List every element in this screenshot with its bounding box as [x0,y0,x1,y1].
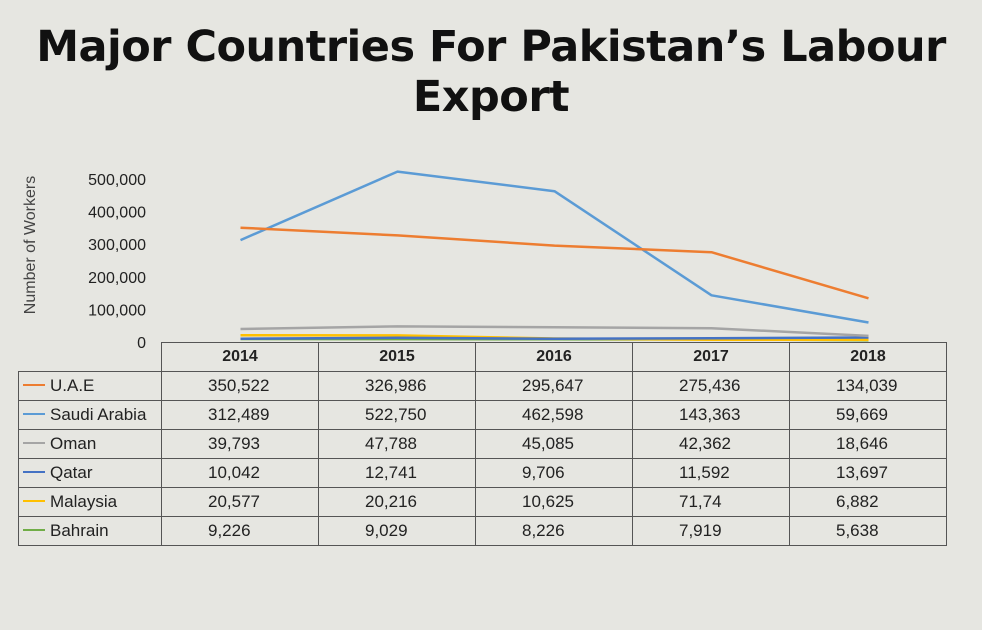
y-tick-label: 200,000 [88,270,146,287]
data-cell: 6,882 [789,487,947,517]
series-name: Bahrain [50,521,109,540]
data-cell: 71,74 [632,487,790,517]
data-cell: 9,226 [161,516,319,546]
table-row: Qatar 10,042 12,741 9,706 11,592 13,697 [18,458,947,488]
data-cell: 462,598 [475,400,633,430]
year-header: 2015 [318,342,476,372]
legend-entry: Oman [18,429,162,459]
data-cell: 13,697 [789,458,947,488]
data-cell: 522,750 [318,400,476,430]
year-header: 2014 [161,342,319,372]
y-tick-label: 500,000 [88,172,146,189]
series-name: Qatar [50,463,93,482]
year-header: 2016 [475,342,633,372]
series-name: Oman [50,434,97,453]
data-cell: 11,592 [632,458,790,488]
y-tick-label: 100,000 [88,302,146,319]
data-cell: 7,919 [632,516,790,546]
data-cell: 47,788 [318,429,476,459]
legend-key [23,500,45,503]
data-cell: 312,489 [161,400,319,430]
legend-entry: Saudi Arabia [18,400,162,430]
series-line-oman [240,325,869,338]
legend-entry: Bahrain [18,516,162,546]
series-name: Saudi Arabia [50,405,147,424]
data-cell: 59,669 [789,400,947,430]
legend-key [23,442,45,445]
year-header: 2018 [789,342,947,372]
legend-entry: Qatar [18,458,162,488]
series-name: U.A.E [50,376,95,395]
series-name: Malaysia [50,492,118,511]
series-line-u-a-e [240,226,869,300]
data-table: 2014 2015 2016 2017 2018 U.A.E 350,522 326,986… [18,342,947,546]
legend-key [23,471,45,474]
data-cell: 42,362 [632,429,790,459]
y-tick-label: 300,000 [88,237,146,254]
table-header-row: 2014 2015 2016 2017 2018 [18,342,947,372]
legend-key [23,413,45,416]
data-cell: 295,647 [475,371,633,401]
table-row: U.A.E 350,522 326,986 295,647 275,436 134,039 [18,371,947,401]
data-cell: 12,741 [318,458,476,488]
year-header: 2017 [632,342,790,372]
legend-entry: Malaysia [18,487,162,517]
series-lines [240,170,869,342]
data-cell: 134,039 [789,371,947,401]
data-cell: 9,029 [318,516,476,546]
data-cell: 10,625 [475,487,633,517]
y-tick-label: 400,000 [88,205,146,222]
series-line-saudi-arabia [240,170,869,324]
data-cell: 10,042 [161,458,319,488]
table-row: Oman 39,793 47,788 45,085 42,362 18,646 [18,429,947,459]
data-cell: 9,706 [475,458,633,488]
table-row: Malaysia 20,577 20,216 10,625 71,74 6,882 [18,487,947,517]
table-row: Bahrain 9,226 9,029 8,226 7,919 5,638 [18,516,947,546]
data-cell: 39,793 [161,429,319,459]
table-corner [18,342,162,372]
series-line-qatar [240,336,869,341]
legend-entry: U.A.E [18,371,162,401]
data-cell: 350,522 [161,371,319,401]
data-cell: 18,646 [789,429,947,459]
data-cell: 275,436 [632,371,790,401]
data-cell: 143,363 [632,400,790,430]
data-cell: 20,577 [161,487,319,517]
data-cell: 5,638 [789,516,947,546]
data-cell: 20,216 [318,487,476,517]
legend-key [23,384,45,387]
data-cell: 8,226 [475,516,633,546]
table-row: Saudi Arabia 312,489 522,750 462,598 143,363… [18,400,947,430]
data-cell: 326,986 [318,371,476,401]
legend-key [23,529,45,532]
data-cell: 45,085 [475,429,633,459]
chart-title: Major Countries For Pakistan’s Labour Ex… [36,22,946,122]
